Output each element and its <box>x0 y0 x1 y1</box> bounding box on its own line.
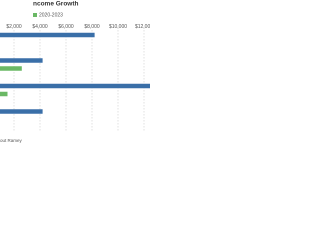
bar <box>0 58 43 63</box>
bar <box>0 66 22 71</box>
bar <box>0 32 95 38</box>
bar <box>0 109 43 114</box>
footer: out Ramey <box>0 138 23 143</box>
legend-swatch <box>33 13 37 17</box>
legend-label: 2020-2023 <box>39 13 63 19</box>
chart: ncome Growth out Ramey 2020-2023 $2,000 $4… <box>0 1 150 143</box>
page: {"chart_data": {"type": "bar", "orientat… <box>0 0 150 150</box>
x-tick-label: $6,000 <box>58 24 74 30</box>
x-tick-label: $12,000 <box>135 24 150 30</box>
chart-title: ncome Growth <box>33 1 79 8</box>
bar <box>0 91 8 97</box>
bar <box>0 83 150 89</box>
x-tick-label: $4,000 <box>32 24 48 30</box>
x-tick-label: $8,000 <box>84 24 100 30</box>
x-tick-label: $10,000 <box>109 24 127 30</box>
x-tick-label: $2,000 <box>6 24 22 30</box>
